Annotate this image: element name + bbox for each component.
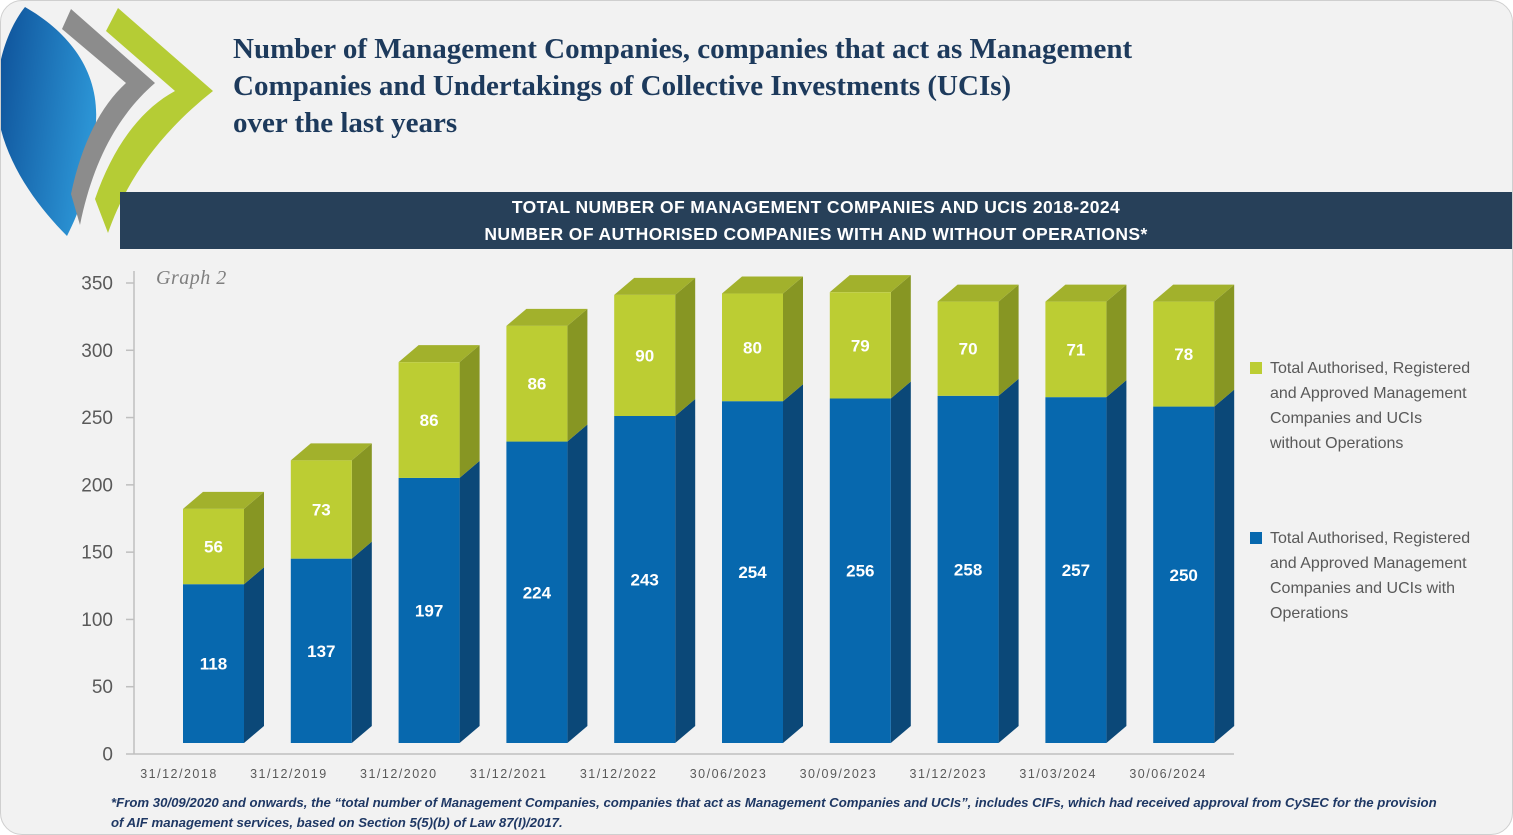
svg-text:137: 137 (307, 642, 335, 661)
svg-text:243: 243 (631, 570, 659, 589)
svg-text:197: 197 (415, 601, 443, 620)
legend-label-with-operations: Total Authorised, Registered and Approve… (1270, 530, 1471, 622)
svg-text:31/12/2019: 31/12/2019 (250, 767, 328, 781)
svg-text:150: 150 (81, 543, 113, 564)
svg-text:90: 90 (635, 346, 654, 365)
svg-text:257: 257 (1062, 561, 1090, 580)
svg-text:70: 70 (959, 340, 978, 359)
brand-logo-icon (1, 7, 213, 236)
svg-text:50: 50 (92, 677, 113, 698)
svg-text:200: 200 (81, 475, 113, 496)
svg-text:30/09/2023: 30/09/2023 (800, 767, 878, 781)
chart-title-line1: TOTAL NUMBER OF MANAGEMENT COMPANIES AND… (511, 197, 1121, 217)
svg-text:256: 256 (846, 562, 874, 581)
svg-text:56: 56 (204, 538, 223, 557)
svg-text:31/12/2022: 31/12/2022 (580, 767, 658, 781)
svg-text:73: 73 (312, 501, 331, 520)
svg-text:31/12/2023: 31/12/2023 (910, 767, 988, 781)
svg-text:80: 80 (743, 338, 762, 357)
svg-text:118: 118 (200, 655, 227, 674)
page-title: Number of Management Companies, companie… (233, 33, 1133, 139)
legend-item-with-operations: Total Authorised, Registered and Approve… (1250, 526, 1512, 626)
svg-text:250: 250 (1170, 566, 1198, 585)
svg-text:31/12/2018: 31/12/2018 (140, 767, 218, 781)
svg-text:71: 71 (1066, 340, 1085, 359)
chart-legend: Total Authorised, Registered and Approve… (1250, 356, 1512, 626)
svg-text:30/06/2024: 30/06/2024 (1129, 767, 1207, 781)
svg-text:31/12/2020: 31/12/2020 (360, 767, 438, 781)
svg-text:254: 254 (738, 563, 767, 582)
chart-title-line2: NUMBER OF AUTHORISED COMPANIES WITH AND … (484, 224, 1148, 244)
svg-text:79: 79 (851, 336, 870, 355)
svg-text:78: 78 (1174, 345, 1193, 364)
footnote: *From 30/09/2020 and onwards, the “total… (111, 795, 1437, 830)
legend-item-without-operations: Total Authorised, Registered and Approve… (1250, 356, 1512, 456)
svg-text:31/03/2024: 31/03/2024 (1019, 767, 1097, 781)
legend-label-without-operations: Total Authorised, Registered and Approve… (1270, 360, 1471, 452)
svg-text:350: 350 (81, 274, 113, 295)
logo-green-chevron (95, 8, 213, 233)
svg-text:250: 250 (81, 408, 113, 429)
logo-blue-sail (1, 7, 97, 236)
legend-swatch-green (1250, 362, 1262, 374)
svg-text:100: 100 (81, 610, 113, 631)
graph-number-label: Graph 2 (156, 267, 227, 289)
svg-text:86: 86 (527, 375, 546, 394)
chart-title-banner: TOTAL NUMBER OF MANAGEMENT COMPANIES AND… (120, 192, 1512, 249)
svg-text:0: 0 (102, 745, 113, 766)
svg-text:258: 258 (954, 560, 982, 579)
svg-text:31/12/2021: 31/12/2021 (470, 767, 548, 781)
legend-swatch-blue (1250, 532, 1262, 544)
svg-text:300: 300 (81, 341, 113, 362)
logo-gray-chevron (62, 9, 155, 225)
svg-text:224: 224 (523, 583, 552, 602)
svg-text:86: 86 (420, 411, 439, 430)
svg-text:30/06/2023: 30/06/2023 (690, 767, 768, 781)
